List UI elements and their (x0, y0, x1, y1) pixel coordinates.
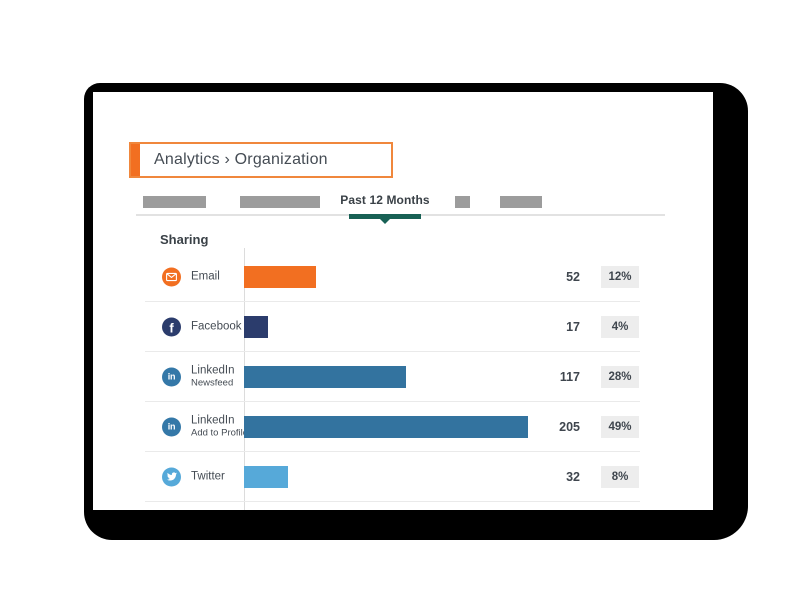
breadcrumb-text: Analytics › Organization (154, 151, 328, 168)
row-label: Twitter (191, 469, 225, 482)
row-label: LinkedIn (191, 413, 235, 426)
bar (244, 465, 288, 488)
bar (244, 315, 268, 338)
chart-row: in LinkedIn Newsfeed 117 28% (145, 352, 640, 402)
chart-rows: Email 52 12% f Facebook 17 4% in LinkedI… (145, 252, 640, 502)
linkedin-icon: in (162, 417, 181, 436)
bar-percent-badge: 12% (601, 265, 639, 288)
bar-percent-badge: 8% (601, 465, 639, 488)
facebook-icon: f (162, 317, 181, 336)
chart-row: Twitter 32 8% (145, 452, 640, 502)
row-label: Facebook (191, 319, 242, 332)
row-label: LinkedIn (191, 363, 235, 376)
bar (244, 415, 528, 438)
breadcrumb-accent-bar (131, 144, 140, 176)
bar-percent-badge: 4% (601, 315, 639, 338)
tab-placeholder-1[interactable] (143, 196, 206, 208)
email-icon (162, 267, 181, 286)
bar-value: 117 (559, 369, 580, 384)
tab-past-12-months[interactable]: Past 12 Months (325, 193, 445, 207)
bar-value: 52 (566, 269, 580, 284)
chart-row: in LinkedIn Add to Profile 205 49% (145, 402, 640, 452)
row-sublabel: Add to Profile (191, 427, 249, 439)
breadcrumb: Analytics › Organization (129, 142, 393, 178)
chart-row: Email 52 12% (145, 252, 640, 302)
bar (244, 265, 316, 288)
tab-placeholder-2[interactable] (240, 196, 320, 208)
twitter-icon (162, 467, 181, 486)
active-tab-underline (349, 214, 421, 224)
active-tab-caret-icon (380, 219, 390, 224)
chart-title: Sharing (160, 232, 209, 247)
linkedin-icon: in (162, 367, 181, 386)
row-label: Email (191, 269, 220, 282)
bar (244, 365, 406, 388)
bar-percent-badge: 28% (601, 365, 639, 388)
bar-percent-badge: 49% (601, 415, 639, 438)
tab-active-label: Past 12 Months (340, 193, 430, 207)
tab-placeholder-4[interactable] (500, 196, 542, 208)
analytics-card: Analytics › Organization Past 12 Months … (93, 92, 713, 510)
row-sublabel: Newsfeed (191, 377, 234, 389)
tab-placeholder-3[interactable] (455, 196, 470, 208)
chart-row: f Facebook 17 4% (145, 302, 640, 352)
bar-value: 17 (566, 319, 580, 334)
sharing-chart: Email 52 12% f Facebook 17 4% in LinkedI… (145, 248, 640, 510)
bar-value: 32 (566, 469, 580, 484)
bar-value: 205 (559, 419, 580, 434)
